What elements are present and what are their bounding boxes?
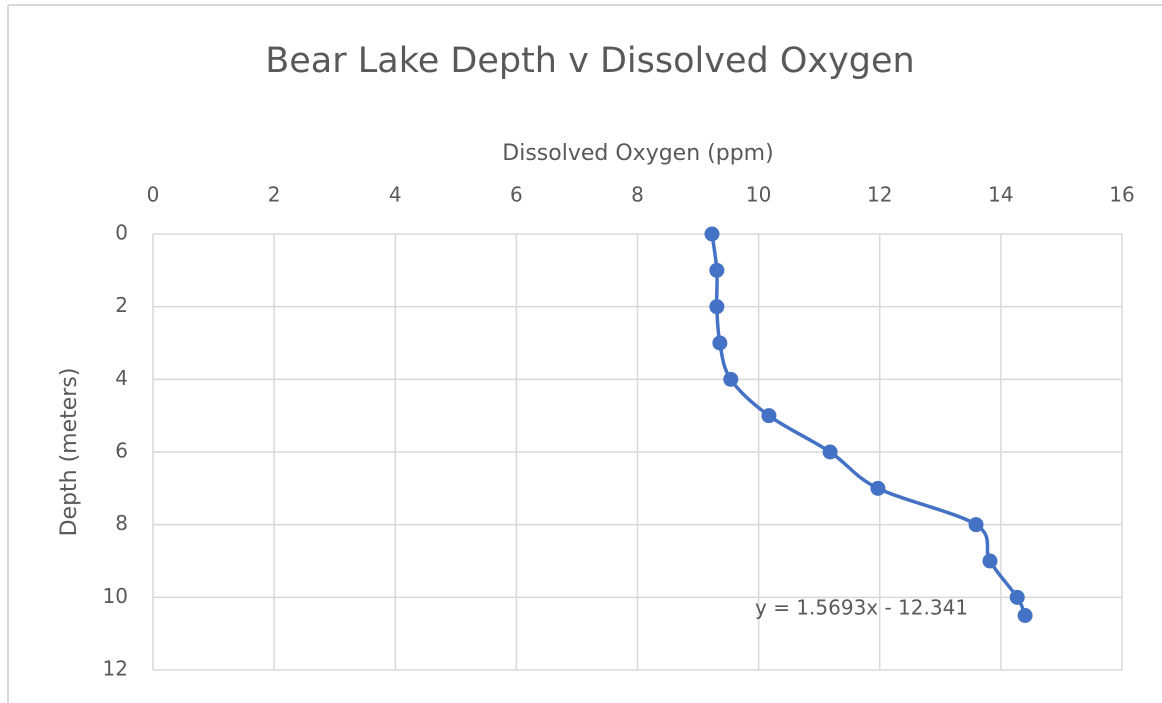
data-point bbox=[982, 553, 998, 569]
x-tick-label: 0 bbox=[147, 183, 160, 207]
x-tick-label: 14 bbox=[988, 183, 1013, 207]
x-tick-label: 12 bbox=[867, 183, 892, 207]
x-axis-label: Dissolved Oxygen (ppm) bbox=[502, 141, 773, 166]
x-tick-label: 8 bbox=[631, 183, 644, 207]
data-point bbox=[712, 335, 728, 351]
y-tick-label: 6 bbox=[115, 439, 128, 463]
data-point bbox=[968, 517, 984, 533]
y-tick-label: 10 bbox=[103, 584, 128, 608]
data-point bbox=[1017, 608, 1033, 623]
data-point bbox=[1009, 589, 1025, 605]
data-point bbox=[723, 371, 739, 387]
data-point bbox=[761, 408, 777, 424]
data-point bbox=[709, 299, 725, 315]
y-tick-label: 2 bbox=[115, 293, 128, 317]
trendline-equation: y = 1.5693x - 12.341 bbox=[755, 596, 968, 620]
y-axis-label: Depth (meters) bbox=[57, 368, 82, 537]
y-tick-label: 4 bbox=[115, 366, 128, 390]
x-tick-label: 16 bbox=[1109, 183, 1134, 207]
x-tick-label: 4 bbox=[389, 183, 402, 207]
data-point bbox=[870, 480, 886, 496]
x-tick-label: 6 bbox=[510, 183, 523, 207]
chart-title: Bear Lake Depth v Dissolved Oxygen bbox=[265, 41, 914, 81]
data-point bbox=[709, 262, 725, 278]
x-tick-label: 2 bbox=[268, 183, 281, 207]
y-tick-label: 8 bbox=[115, 511, 128, 535]
data-point bbox=[704, 226, 720, 242]
y-tick-label: 0 bbox=[115, 221, 128, 245]
data-point bbox=[822, 444, 838, 460]
y-tick-label: 12 bbox=[103, 657, 128, 681]
x-tick-label: 10 bbox=[746, 183, 771, 207]
